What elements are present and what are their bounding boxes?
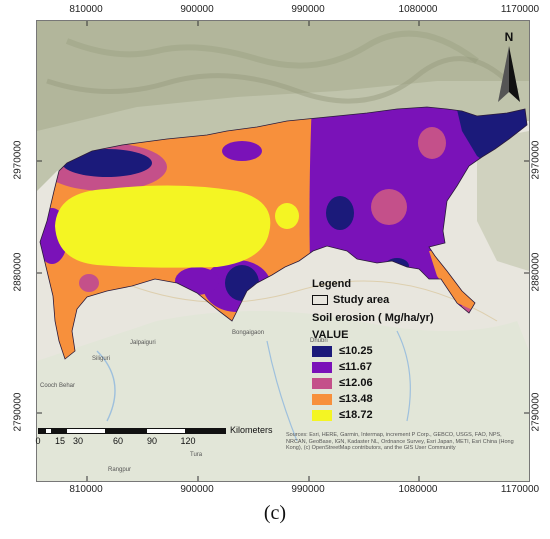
x-tick-top-4: 1080000 — [398, 4, 438, 15]
x-tick-top-5: 1170000 — [500, 4, 540, 15]
y-tick-right-2: 2880000 — [530, 252, 542, 292]
x-tick-bottom-3: 990000 — [291, 484, 325, 495]
scale-label: 30 — [72, 436, 84, 446]
legend-swatch-3 — [312, 377, 332, 389]
y-tick-right-1: 2970000 — [530, 140, 542, 180]
y-tick-left-3: 2790000 — [12, 392, 24, 432]
legend-subtitle: Soil erosion ( Mg/ha/yr) — [312, 312, 434, 324]
place-label: Bongaigaon — [232, 330, 265, 336]
scale-label: 60 — [112, 436, 124, 446]
scale-label: 0 — [35, 436, 41, 446]
scale-label: 90 — [146, 436, 158, 446]
basemap-attribution: Sources: Esri, HERE, Garmin, Intermap, i… — [286, 432, 514, 451]
x-tick-bottom-5: 1170000 — [500, 484, 540, 495]
map-panel — [36, 20, 530, 482]
legend-class-label: ≤10.25 — [339, 345, 373, 357]
legend-class-label: ≤18.72 — [339, 409, 373, 421]
legend-class-label: ≤13.48 — [339, 393, 373, 405]
place-label: Siliguri — [92, 356, 111, 362]
north-label: N — [504, 30, 514, 44]
x-tick-top-2: 900000 — [180, 4, 214, 15]
legend-class-label: ≤12.06 — [339, 377, 373, 389]
legend: Legend Study area Soil erosion ( Mg/ha/y… — [312, 278, 502, 425]
place-label: Cooch Behar — [40, 383, 76, 389]
x-tick-bottom-1: 810000 — [69, 484, 103, 495]
place-label: Rangpur — [108, 467, 132, 473]
y-tick-right-3: 2790000 — [530, 392, 542, 432]
legend-class-1: ≤10.25 — [312, 345, 502, 357]
place-label: Dhubri — [310, 338, 328, 344]
place-label: Tura — [190, 452, 203, 458]
legend-class-3: ≤12.06 — [312, 377, 502, 389]
figure-caption: (c) — [263, 502, 287, 524]
place-label: Jalpaiguri — [130, 340, 156, 346]
scale-label: 120 — [180, 436, 196, 446]
legend-swatch-2 — [312, 361, 332, 373]
x-tick-bottom-2: 900000 — [180, 484, 214, 495]
scale-unit: Kilometers — [230, 425, 273, 435]
legend-value-label: VALUE — [312, 329, 349, 341]
map-canvas — [37, 21, 529, 481]
study-area-label: Study area — [333, 294, 390, 306]
legend-swatch-5 — [312, 409, 332, 421]
scale-label: 15 — [54, 436, 66, 446]
x-tick-top-1: 810000 — [69, 4, 103, 15]
legend-class-4: ≤13.48 — [312, 393, 502, 405]
legend-class-5: ≤18.72 — [312, 409, 502, 421]
north-arrow-icon: N — [496, 30, 522, 110]
legend-class-2: ≤11.67 — [312, 361, 502, 373]
x-tick-top-3: 990000 — [291, 4, 325, 15]
legend-swatch-1 — [312, 345, 332, 357]
legend-title: Legend — [312, 278, 352, 290]
study-area-swatch — [312, 295, 328, 305]
x-tick-bottom-4: 1080000 — [398, 484, 438, 495]
legend-swatch-4 — [312, 393, 332, 405]
legend-class-label: ≤11.67 — [339, 361, 372, 373]
y-tick-left-1: 2970000 — [12, 140, 24, 180]
study-area-outline — [39, 106, 528, 360]
y-tick-left-2: 2880000 — [12, 252, 24, 292]
